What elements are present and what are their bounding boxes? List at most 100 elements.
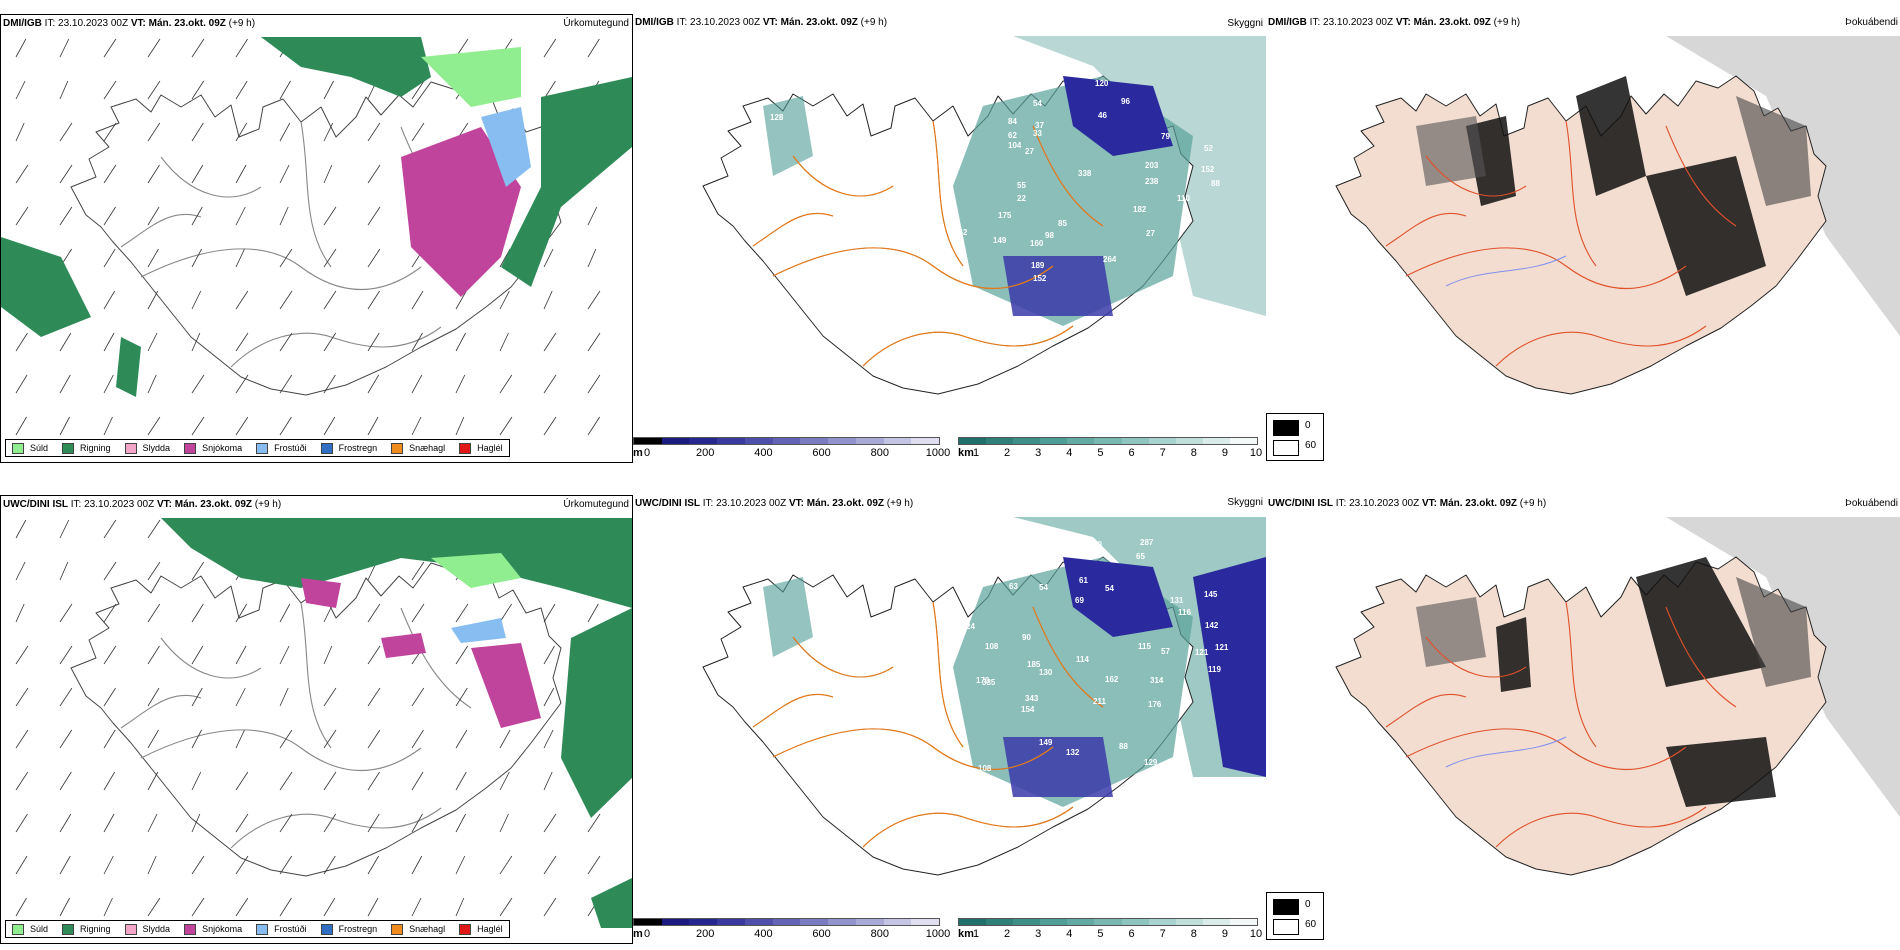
colorbar-step xyxy=(800,919,829,925)
visibility-value: 128 xyxy=(770,113,784,122)
colorbar-tick: 10 xyxy=(1249,447,1263,459)
legend-item: Snæhagl xyxy=(391,442,445,454)
visibility-value: 62 xyxy=(1008,131,1017,140)
colorbar-tick: 6 xyxy=(1128,447,1135,459)
visibility-value: 343 xyxy=(1025,694,1039,703)
visibility-value: 88 xyxy=(1119,742,1128,751)
colorbar-unit: m xyxy=(633,928,643,940)
panel-header: UWC/DINI ISL IT: 23.10.2023 00Z VT: Mán.… xyxy=(635,498,914,509)
visibility-value: 108 xyxy=(978,764,992,773)
visibility-colorbar: km 1 2 3 4 5 6 7 8 9 10 xyxy=(958,437,1266,461)
swatch xyxy=(62,923,75,935)
colorbar-step xyxy=(1013,919,1041,925)
colorbar-strip xyxy=(633,437,940,445)
colorbar-unit: km xyxy=(958,447,974,459)
colorbar-tick: 0 xyxy=(643,447,651,459)
colorbar-step xyxy=(772,438,801,444)
colorbar-step xyxy=(959,919,987,925)
visibility-value: 110 xyxy=(1177,194,1190,203)
fog-map xyxy=(1266,517,1900,927)
colorbar-step xyxy=(1202,919,1230,925)
visibility-value: 54 xyxy=(1033,99,1042,108)
visibility-value: 40 xyxy=(770,187,779,196)
visibility-value: 287 xyxy=(1140,538,1154,547)
visibility-panel-bottom: UWC/DINI ISL IT: 23.10.2023 00Z VT: Mán.… xyxy=(633,495,1266,944)
legend-item: Frostúði xyxy=(256,923,307,935)
visibility-value: 108 xyxy=(985,642,999,651)
legend-item: Snæhagl xyxy=(391,923,445,935)
colorbar-strip xyxy=(633,918,940,926)
visibility-value: 314 xyxy=(1150,676,1164,685)
colorbar-step xyxy=(883,438,912,444)
visibility-value: 57 xyxy=(1161,647,1170,656)
visibility-value: 121 xyxy=(1215,643,1229,652)
visibility-value: 335 xyxy=(982,678,996,687)
swatch xyxy=(459,442,472,454)
colorbar-step xyxy=(689,438,718,444)
swatch xyxy=(459,923,472,935)
swatch xyxy=(1273,420,1299,436)
visibility-value: 114 xyxy=(1076,655,1089,664)
legend-item: Rigning xyxy=(62,923,111,935)
visibility-value: 22 xyxy=(1017,194,1026,203)
panel-header: UWC/DINI ISL IT: 23.10.2023 00Z VT: Mán.… xyxy=(3,499,282,510)
colorbar-tick: 800 xyxy=(870,928,889,940)
visibility-value: 145 xyxy=(1204,590,1218,599)
colorbar-step xyxy=(883,919,912,925)
visibility-value: 170 xyxy=(976,676,990,685)
colorbar-step xyxy=(717,438,745,444)
colorbar-tick: 200 xyxy=(696,928,715,940)
colorbar-tick: 8 xyxy=(1190,447,1197,459)
fog-map xyxy=(1266,36,1900,446)
panel-header: DMI/IGB IT: 23.10.2023 00Z VT: Mán. 23.o… xyxy=(1268,17,1521,28)
visibility-colorbar: km 1 2 3 4 5 6 7 8 9 10 xyxy=(958,918,1266,942)
visibility-value: 129 xyxy=(1144,758,1158,767)
colorbar-step xyxy=(1067,438,1095,444)
visibility-value: 88 xyxy=(1211,179,1220,188)
colorbar-step xyxy=(1094,919,1122,925)
colorbar-step xyxy=(959,438,987,444)
visibility-value: 37 xyxy=(1035,121,1044,130)
legend-item: Rigning xyxy=(62,442,111,454)
colorbar-step xyxy=(1202,438,1230,444)
colorbar-step xyxy=(1175,919,1203,925)
colorbar-tick: 3 xyxy=(1035,447,1042,459)
colorbar-step xyxy=(1094,438,1122,444)
visibility-value: 24 xyxy=(966,622,975,631)
visibility-value: 33 xyxy=(1033,129,1042,138)
panel-title: Þokuábendi xyxy=(1845,498,1898,509)
visibility-value: 119 xyxy=(1208,665,1221,674)
swatch xyxy=(1273,899,1299,915)
swatch xyxy=(12,923,24,935)
visibility-value: 149 xyxy=(1039,738,1053,747)
colorbar-tick: 8 xyxy=(1190,928,1197,940)
fog-legend: 0 60 xyxy=(1266,892,1324,940)
colorbar-strip xyxy=(958,437,1258,445)
colorbar-tick: 600 xyxy=(812,447,831,459)
swatch xyxy=(256,923,269,935)
panel-title: Úrkomutegund xyxy=(563,18,629,29)
colorbar-tick: 2 xyxy=(1004,447,1011,459)
colorbar-tick: 10 xyxy=(1249,928,1263,940)
visibility-value: 90 xyxy=(1022,633,1031,642)
visibility-panel-top: DMI/IGB IT: 23.10.2023 00Z VT: Mán. 23.o… xyxy=(633,14,1266,463)
colorbar-tick: 6 xyxy=(1128,928,1135,940)
visibility-value: 152 xyxy=(1033,274,1047,283)
swatch xyxy=(256,442,269,454)
colorbar-tick: 400 xyxy=(754,928,773,940)
colorbar-tick: 200 xyxy=(696,447,715,459)
panel-title: Úrkomutegund xyxy=(563,499,629,510)
colorbar-step xyxy=(855,438,884,444)
visibility-value: 338 xyxy=(1078,169,1092,178)
visibility-value: 120 xyxy=(929,752,943,761)
visibility-value: 264 xyxy=(1103,255,1117,264)
swatch xyxy=(391,442,404,454)
visibility-value: 185 xyxy=(1027,660,1041,669)
visibility-value: 70 xyxy=(1093,540,1102,549)
legend-item: Frostregn xyxy=(320,923,377,935)
visibility-value: 142 xyxy=(1205,621,1219,630)
colorbar-step xyxy=(855,919,884,925)
colorbar-tick: 800 xyxy=(870,447,889,459)
cloudbase-colorbar: m 0 200 400 600 800 1000 xyxy=(633,437,950,461)
visibility-value: 148 xyxy=(849,632,863,641)
